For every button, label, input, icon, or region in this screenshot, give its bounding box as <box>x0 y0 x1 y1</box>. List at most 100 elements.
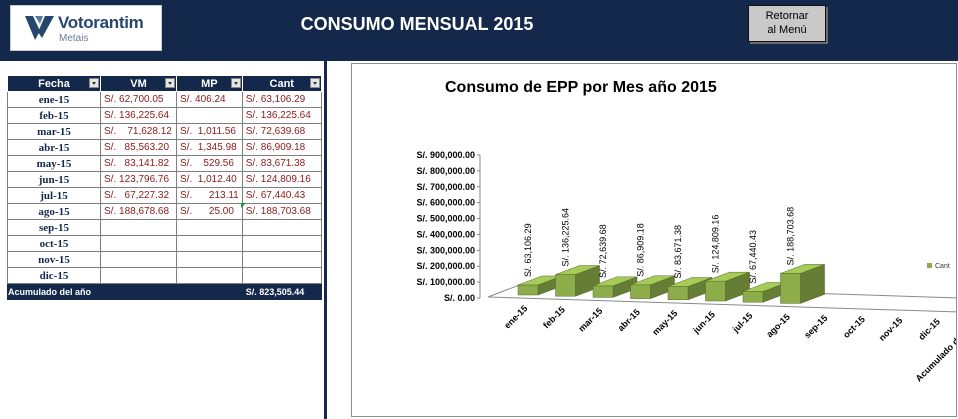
x-axis-tick-label: abr-15 <box>616 307 642 333</box>
x-axis-tick-label: jul-15 <box>730 311 754 335</box>
back-button-line-2: al Menú <box>767 24 807 36</box>
chart-area[interactable]: Consumo de EPP por Mes año 2015 S/. 0.00 S… <box>351 63 957 417</box>
cell-fecha[interactable]: ene-15 <box>7 91 101 108</box>
bar <box>555 274 576 297</box>
cell-vm[interactable]: S/. 62,700.05 <box>100 91 177 108</box>
table-row: jun-15 S/. 123,796.76 S/. 1,012.40 S/. 124,… <box>7 171 322 188</box>
filter-dropdown-icon[interactable] <box>230 78 241 88</box>
cell-cant[interactable] <box>241 251 322 268</box>
filter-dropdown-icon[interactable] <box>309 78 320 88</box>
table-row: abr-15 S/. 85,563.20 S/. 1,345.98 S/. 86,90… <box>7 139 322 156</box>
table-header-row: Fecha VM MP Cant <box>7 75 322 92</box>
bar <box>742 291 764 303</box>
x-axis-tick-label: ene-15 <box>502 303 529 330</box>
cell-fecha[interactable]: jun-15 <box>7 171 101 188</box>
total-label: Acumulado del año <box>7 283 177 300</box>
bar <box>592 285 614 298</box>
back-to-menu-button[interactable]: Retornar al Menú <box>748 5 826 42</box>
cell-mp[interactable]: S/. 529.56 <box>176 155 243 172</box>
cell-fecha[interactable]: oct-15 <box>7 235 101 252</box>
bar-top <box>630 275 675 286</box>
cell-cant[interactable] <box>241 267 322 284</box>
cell-mp[interactable]: S/. 1,345.98 <box>176 139 243 156</box>
y-axis-tick-label: S/. 700,000.00 <box>416 182 475 192</box>
cell-cant[interactable]: S/. 67,440.43 <box>241 187 322 204</box>
cell-fecha[interactable]: ago-15 <box>7 203 101 220</box>
bar-top <box>555 265 600 275</box>
data-label: S/. 136,225.64 <box>561 208 571 267</box>
cell-mp[interactable] <box>176 107 243 124</box>
cell-mp[interactable] <box>176 235 243 252</box>
column-header-mp: MP <box>176 75 243 92</box>
filter-dropdown-icon[interactable] <box>165 78 175 88</box>
cell-fecha[interactable]: dic-15 <box>7 267 101 284</box>
company-logo: Votorantim Metais <box>10 5 162 51</box>
cell-vm[interactable]: S/. 123,796.76 <box>100 171 177 188</box>
cell-cant[interactable]: S/. 124,809.16 <box>241 171 322 188</box>
cell-vm[interactable]: S/. 67,227.32 <box>100 187 177 204</box>
cell-mp[interactable] <box>176 267 243 284</box>
back-button-line-1: Retornar <box>765 10 809 22</box>
cell-vm[interactable]: S/. 71,628.12 <box>100 123 177 140</box>
bar <box>630 284 651 299</box>
vertical-divider <box>324 61 327 419</box>
cell-cant[interactable]: S/. 188,703.68 <box>241 203 322 220</box>
table-row: mar-15 S/. 71,628.12 S/. 1,011.56 S/. 72,63… <box>7 123 322 140</box>
cell-comment-marker-icon <box>241 203 246 208</box>
cell-vm[interactable] <box>100 235 177 252</box>
y-axis-tick-label: S/. 800,000.00 <box>416 166 475 176</box>
cell-vm[interactable] <box>100 219 177 236</box>
cell-vm[interactable] <box>100 251 177 268</box>
cell-cant[interactable] <box>241 235 322 252</box>
legend-label: Cant <box>935 263 950 270</box>
table-row: may-15 S/. 83,141.82 S/. 529.56 S/. 83,671.… <box>7 155 322 172</box>
chart-title: Consumo de EPP por Mes año 2015 <box>445 79 717 96</box>
cell-vm[interactable] <box>100 267 177 284</box>
cell-cant[interactable]: S/. 63,106.29 <box>241 91 322 108</box>
bar-top <box>705 271 750 282</box>
table-row: ene-15 S/. 62,700.05 S/. 406.24 S/. 63,106.… <box>7 91 322 108</box>
cell-mp[interactable] <box>176 251 243 268</box>
cell-vm[interactable]: S/. 83,141.82 <box>100 155 177 172</box>
table-row: nov-15 <box>7 251 322 268</box>
cell-vm[interactable]: S/. 85,563.20 <box>100 139 177 156</box>
y-axis-tick-label: S/. 200,000.00 <box>416 261 475 271</box>
x-axis-tick-label: may-15 <box>650 308 679 337</box>
cell-vm[interactable]: S/. 136,225.64 <box>100 107 177 124</box>
cell-fecha[interactable]: nov-15 <box>7 251 101 268</box>
cell-fecha[interactable]: feb-15 <box>7 107 101 124</box>
x-axis-tick-label: feb-15 <box>541 305 567 331</box>
cell-mp[interactable]: S/. 1,012.40 <box>176 171 243 188</box>
cell-mp[interactable]: S/. 406.24 <box>176 91 243 108</box>
data-label: S/. 67,440.43 <box>748 230 758 284</box>
cell-cant[interactable]: S/. 72,639.68 <box>241 123 322 140</box>
cell-mp[interactable] <box>176 219 243 236</box>
y-axis-tick-label: S/. 400,000.00 <box>416 229 475 239</box>
cell-cant[interactable] <box>241 219 322 236</box>
cell-fecha[interactable]: jul-15 <box>7 187 101 204</box>
table-row: ago-15 S/. 188,678.68 S/. 25.00 S/. 188,703… <box>7 203 322 220</box>
cell-fecha[interactable]: abr-15 <box>7 139 101 156</box>
cell-cant[interactable]: S/. 83,671.38 <box>241 155 322 172</box>
column-header-vm: VM <box>100 75 177 92</box>
filter-dropdown-icon[interactable] <box>89 78 99 88</box>
data-label: S/. 124,809.16 <box>711 215 721 274</box>
cell-fecha[interactable]: mar-15 <box>7 123 101 140</box>
cell-fecha[interactable]: sep-15 <box>7 219 101 236</box>
data-label: S/. 188,703.68 <box>786 207 796 266</box>
cell-fecha[interactable]: may-15 <box>7 155 101 172</box>
bar-top <box>667 277 713 287</box>
table-row: dic-15 <box>7 267 322 284</box>
cell-cant[interactable]: S/. 86,909.18 <box>241 139 322 156</box>
cell-vm[interactable]: S/. 188,678.68 <box>100 203 177 220</box>
y-axis-tick-label: S/. 100,000.00 <box>416 277 475 287</box>
cell-mp[interactable]: S/. 25.00 <box>176 203 243 220</box>
cell-mp[interactable]: S/. 1,011.56 <box>176 123 243 140</box>
legend-swatch <box>927 263 932 268</box>
y-axis-tick-label: S/. 500,000.00 <box>416 214 475 224</box>
bar-top <box>780 264 825 274</box>
logo-name: Votorantim <box>58 13 144 32</box>
cell-cant[interactable]: S/. 136,225.64 <box>241 107 322 124</box>
total-value[interactable]: S/. 823,505.44 <box>241 283 322 300</box>
cell-mp[interactable]: S/. 213.11 <box>176 187 243 204</box>
